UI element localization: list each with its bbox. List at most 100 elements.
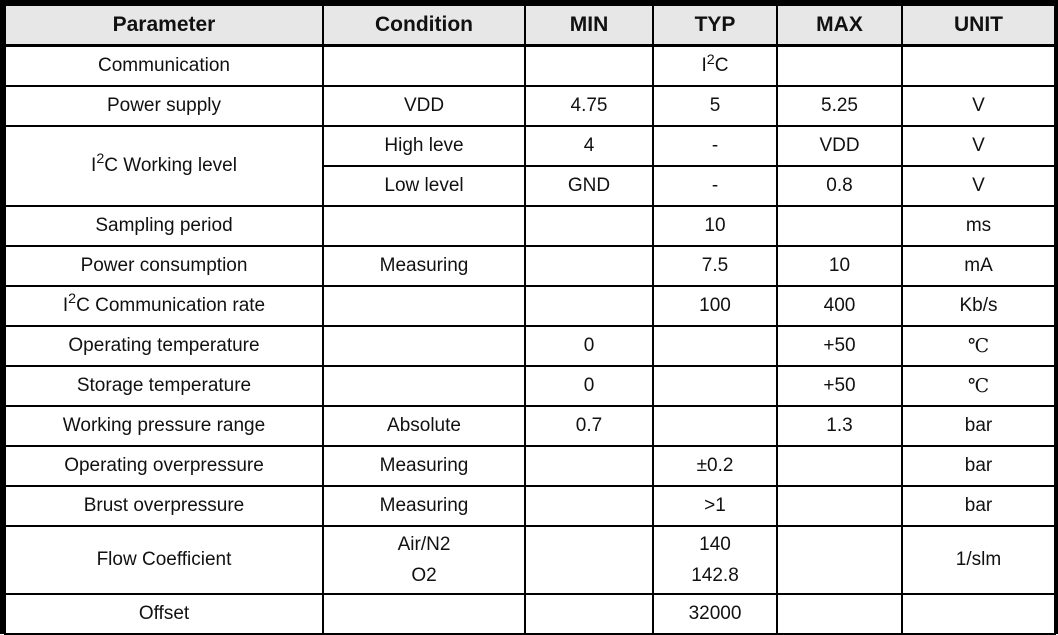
param-cell: Brust overpressure — [4, 484, 324, 527]
cond-cell: Measuring — [322, 444, 526, 487]
cond-cell: Low level — [322, 164, 526, 207]
header-parameter: Parameter — [4, 4, 324, 47]
max-cell: +50 — [776, 364, 903, 407]
min-cell: 0 — [524, 324, 654, 367]
param-cell: Communication — [4, 44, 324, 87]
cond-cell — [322, 592, 526, 635]
typ-cell: - — [652, 164, 778, 207]
cond-cell: High leve — [322, 124, 526, 167]
unit-cell — [901, 592, 1056, 635]
param-cell: Power supply — [4, 84, 324, 127]
typ-cell: 100 — [652, 284, 778, 327]
min-cell — [524, 204, 654, 247]
max-cell: 1.3 — [776, 404, 903, 447]
min-cell: 0 — [524, 364, 654, 407]
param-cell: Operating temperature — [4, 324, 324, 367]
row-flow-coefficient: Flow Coefficient Air/N2 O2 140 142.8 1/s… — [4, 524, 1056, 595]
cond-cell — [322, 284, 526, 327]
param-cell: Operating overpressure — [4, 444, 324, 487]
max-cell — [776, 204, 903, 247]
row-operating-temperature: Operating temperature 0 +50 ℃ — [4, 324, 1056, 367]
min-cell — [524, 524, 654, 595]
typ-cell: 32000 — [652, 592, 778, 635]
row-sampling-period: Sampling period 10 ms — [4, 204, 1056, 247]
i2c-superscript: 2 — [96, 151, 105, 168]
min-cell: 4 — [524, 124, 654, 167]
row-brust-overpressure: Brust overpressure Measuring >1 bar — [4, 484, 1056, 527]
max-cell — [776, 444, 903, 487]
cond-cell — [322, 204, 526, 247]
row-communication: Communication I2C — [4, 44, 1056, 87]
min-cell: 4.75 — [524, 84, 654, 127]
unit-cell: ms — [901, 204, 1056, 247]
header-typ: TYP — [652, 4, 778, 47]
unit-cell: bar — [901, 404, 1056, 447]
min-cell: 0.7 — [524, 404, 654, 447]
max-cell: +50 — [776, 324, 903, 367]
unit-cell: ℃ — [901, 364, 1056, 407]
max-cell — [776, 484, 903, 527]
cond-cell: VDD — [322, 84, 526, 127]
max-cell — [776, 524, 903, 595]
param-cell: Power consumption — [4, 244, 324, 287]
cond-line-o2: O2 — [411, 564, 437, 586]
param-cell: Storage temperature — [4, 364, 324, 407]
unit-cell — [901, 44, 1056, 87]
row-power-supply: Power supply VDD 4.75 5 5.25 V — [4, 84, 1056, 127]
min-cell: GND — [524, 164, 654, 207]
cond-cell: Measuring — [322, 244, 526, 287]
row-power-consumption: Power consumption Measuring 7.5 10 mA — [4, 244, 1056, 287]
typ-line-o2: 142.8 — [691, 564, 739, 586]
i2c-superscript: 2 — [68, 291, 77, 308]
spec-table: Parameter Condition MIN TYP MAX UNIT Com… — [4, 4, 1056, 635]
typ-cell: I2C — [652, 44, 778, 87]
param-cell: Flow Coefficient — [4, 524, 324, 595]
cond-line-air-n2: Air/N2 — [397, 533, 451, 555]
row-i2c-working-level-low: Low level GND - 0.8 V — [5, 164, 1056, 207]
max-cell: 0.8 — [776, 164, 903, 207]
max-cell: VDD — [776, 124, 903, 167]
cond-cell: Air/N2 O2 — [322, 524, 526, 595]
header-row: Parameter Condition MIN TYP MAX UNIT — [4, 4, 1056, 47]
row-working-pressure-range: Working pressure range Absolute 0.7 1.3 … — [4, 404, 1056, 447]
i2c-rest: C Working level — [104, 154, 237, 176]
i2c-superscript: 2 — [706, 51, 715, 68]
row-i2c-communication-rate: I2C Communication rate 100 400 Kb/s — [4, 284, 1056, 327]
typ-cell: - — [652, 124, 778, 167]
unit-cell: Kb/s — [901, 284, 1056, 327]
min-cell — [524, 284, 654, 327]
cond-cell — [322, 44, 526, 87]
unit-cell: V — [901, 84, 1056, 127]
cond-cell — [322, 364, 526, 407]
max-cell: 5.25 — [776, 84, 903, 127]
i2c-base: I — [62, 294, 69, 316]
typ-cell: 5 — [652, 84, 778, 127]
typ-cell: 10 — [652, 204, 778, 247]
header-unit: UNIT — [901, 4, 1056, 47]
param-cell: Offset — [4, 592, 324, 635]
cond-cell: Measuring — [322, 484, 526, 527]
cond-cell — [322, 324, 526, 367]
max-cell: 400 — [776, 284, 903, 327]
unit-cell: V — [901, 124, 1056, 167]
param-cell: Sampling period — [4, 204, 324, 247]
unit-cell: bar — [901, 484, 1056, 527]
row-offset: Offset 32000 — [4, 592, 1056, 635]
unit-cell: ℃ — [901, 324, 1056, 367]
typ-cell: ±0.2 — [652, 444, 778, 487]
typ-cell: 7.5 — [652, 244, 778, 287]
cond-cell: Absolute — [322, 404, 526, 447]
typ-cell: 140 142.8 — [652, 524, 778, 595]
param-cell: I2C Communication rate — [4, 284, 324, 327]
unit-cell: mA — [901, 244, 1056, 287]
row-operating-overpressure: Operating overpressure Measuring ±0.2 ba… — [4, 444, 1056, 487]
min-cell — [524, 244, 654, 287]
i2c-rest: C — [714, 54, 729, 76]
max-cell — [776, 44, 903, 87]
header-min: MIN — [524, 4, 654, 47]
typ-cell — [652, 364, 778, 407]
row-i2c-working-level-high: I2C Working level High leve 4 - VDD V — [4, 124, 1056, 207]
i2c-base: I — [91, 154, 97, 176]
unit-cell: bar — [901, 444, 1056, 487]
